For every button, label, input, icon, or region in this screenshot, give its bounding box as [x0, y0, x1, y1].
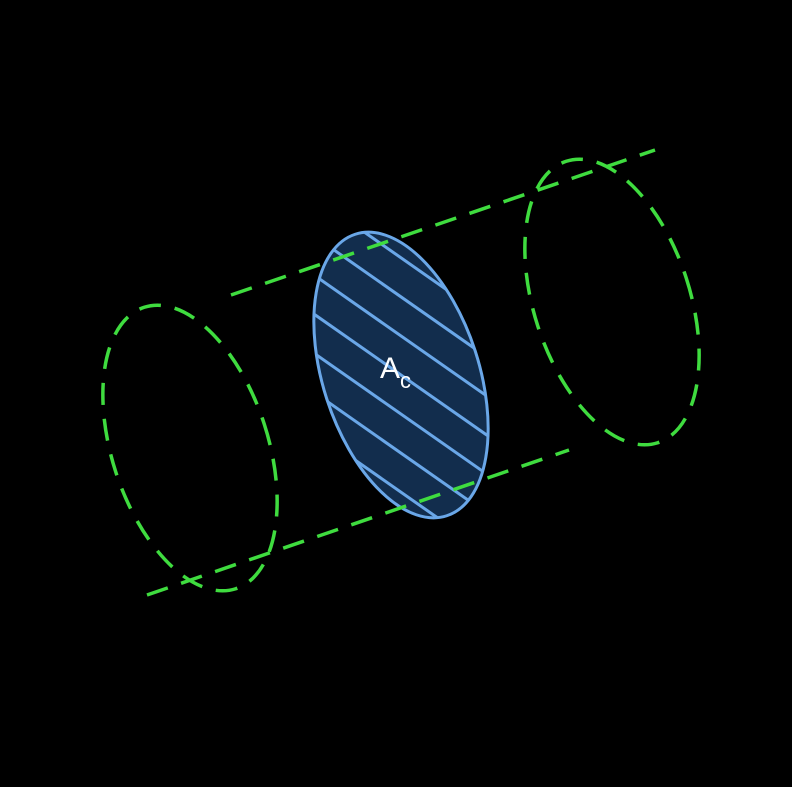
cylinder-top-edge	[231, 150, 655, 295]
diagram-svg	[0, 0, 792, 787]
cylinder-right-ellipse	[492, 137, 732, 467]
cross-section-label: Ac	[380, 352, 411, 388]
diagram-canvas: Ac	[0, 0, 792, 787]
cylinder-left-ellipse	[70, 283, 310, 613]
label-sub: c	[400, 368, 411, 393]
label-main: A	[380, 352, 400, 385]
cylinder-bottom-edge	[147, 450, 569, 595]
